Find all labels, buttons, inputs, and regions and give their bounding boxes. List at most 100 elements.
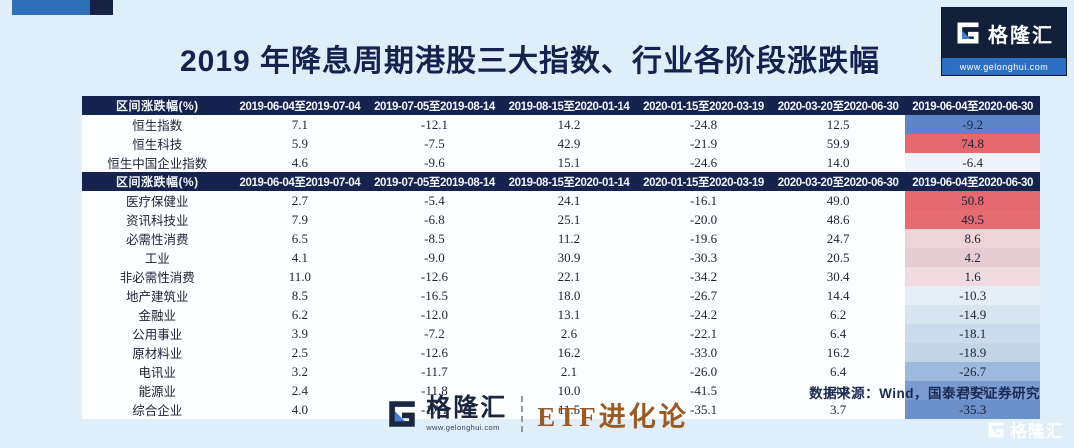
page-title: 2019 年降息周期港股三大指数、行业各阶段涨跌幅 <box>179 45 881 78</box>
value-cell: 3.2 <box>232 362 368 381</box>
value-cell: -9.6 <box>367 153 502 172</box>
table-row: 公用事业 3.9 -7.2 2.6 -22.1 6.4 -18.1 <box>82 324 1040 343</box>
value-cell: 2.7 <box>232 191 368 210</box>
table-corner-label: 区间涨跌幅(%) <box>82 96 233 115</box>
total-heat-cell: -35.3 <box>905 400 1040 419</box>
value-cell: 6.4 <box>770 362 906 381</box>
table-row: 医疗保健业 2.7 -5.4 24.1 -16.1 49.0 50.8 <box>82 191 1040 210</box>
table-row: 工业 4.1 -9.0 30.9 -30.3 20.5 4.2 <box>82 248 1040 267</box>
total-heat-cell: -10.3 <box>905 286 1040 305</box>
total-heat-cell: -18.1 <box>905 324 1040 343</box>
value-cell: 2.5 <box>232 343 368 362</box>
value-cell: 18.0 <box>501 286 637 305</box>
value-cell: 11.0 <box>232 267 368 286</box>
value-cell: -24.2 <box>636 305 771 324</box>
total-heat-cell: -26.7 <box>905 362 1040 381</box>
table-row: 资讯科技业 7.9 -6.8 25.1 -20.0 48.6 49.5 <box>82 210 1040 229</box>
watermark-brand-name: 格隆汇 <box>1010 422 1064 441</box>
column-header: 2019-06-04至2020-06-30 <box>905 96 1040 115</box>
value-cell: -11.8 <box>367 381 502 400</box>
row-label: 恒生中国企业指数 <box>82 153 233 172</box>
value-cell: 2.4 <box>232 381 368 400</box>
row-label: 原材料业 <box>82 343 233 362</box>
table-row: 能源业 2.4 -11.8 10.0 -41.5 14.8 -33.3 <box>82 381 1040 400</box>
footer-divider <box>521 396 524 432</box>
total-heat-cell: 8.6 <box>905 229 1040 248</box>
total-heat-cell: 49.5 <box>905 210 1040 229</box>
value-cell: -11.7 <box>367 362 502 381</box>
table-row: 恒生科技 5.9 -7.5 42.9 -21.9 59.9 74.8 <box>82 134 1040 153</box>
value-cell: 5.9 <box>232 134 368 153</box>
value-cell: 24.1 <box>501 191 637 210</box>
column-header: 2019-06-04至2020-06-30 <box>905 172 1040 191</box>
value-cell: 14.4 <box>770 286 906 305</box>
value-cell: 30.9 <box>501 248 637 267</box>
value-cell: -16.1 <box>636 191 771 210</box>
table-row: 金融业 6.2 -12.0 13.1 -24.2 6.2 -14.9 <box>82 305 1040 324</box>
value-cell: 4.1 <box>232 248 368 267</box>
total-heat-cell: 4.2 <box>905 248 1040 267</box>
total-heat-cell: -33.3 <box>905 381 1040 400</box>
value-cell: 16.2 <box>770 343 906 362</box>
gelonghui-g-icon <box>389 401 415 427</box>
value-cell: 59.9 <box>770 134 906 153</box>
value-cell: 10.0 <box>501 381 637 400</box>
total-heat-cell: -6.4 <box>905 153 1040 172</box>
value-cell: 11.5 <box>501 400 637 419</box>
value-cell: 2.1 <box>501 362 637 381</box>
value-cell: -5.4 <box>367 191 502 210</box>
value-cell: -7.5 <box>367 134 502 153</box>
column-header: 2019-08-15至2020-01-14 <box>501 96 637 115</box>
table-row: 必需性消费 6.5 -8.5 11.2 -19.6 24.7 8.6 <box>82 229 1040 248</box>
value-cell: -21.9 <box>636 134 771 153</box>
footer-brand-bar: 格隆汇 www.gelonghui.com ETF进化论 <box>0 392 1074 436</box>
value-cell: 11.2 <box>501 229 637 248</box>
value-cell: -12.1 <box>367 115 502 134</box>
value-cell: -19.6 <box>636 229 771 248</box>
value-cell: 6.2 <box>232 305 368 324</box>
value-cell: -12.6 <box>367 267 502 286</box>
index-table: 区间涨跌幅(%) 2019-06-04至2019-07-04 2019-07-05至… <box>82 96 1040 172</box>
value-cell: -26.0 <box>636 362 771 381</box>
value-cell: 6.4 <box>770 324 906 343</box>
column-header: 2019-08-15至2020-01-14 <box>501 172 637 191</box>
value-cell: 7.9 <box>232 210 368 229</box>
row-label: 资讯科技业 <box>82 210 233 229</box>
value-cell: -20.0 <box>636 210 771 229</box>
row-label: 金融业 <box>82 305 233 324</box>
corner-watermark: 格隆汇 <box>986 417 1064 442</box>
sector-table-header-row: 区间涨跌幅(%) 2019-06-04至2019-07-04 2019-07-05至… <box>82 172 1040 191</box>
value-cell: 3.7 <box>770 400 906 419</box>
row-label: 能源业 <box>82 381 233 400</box>
value-cell: -16.5 <box>367 286 502 305</box>
table-row: 恒生中国企业指数 4.6 -9.6 15.1 -24.6 14.0 -6.4 <box>82 153 1040 172</box>
total-heat-cell: 1.6 <box>905 267 1040 286</box>
value-cell: -33.0 <box>636 343 771 362</box>
tables-area: 区间涨跌幅(%) 2019-06-04至2019-07-04 2019-07-05至… <box>82 96 1040 419</box>
value-cell: -34.2 <box>636 267 771 286</box>
row-label: 地产建筑业 <box>82 286 233 305</box>
column-header: 2020-01-15至2020-03-19 <box>636 172 771 191</box>
value-cell: 2.6 <box>501 324 637 343</box>
value-cell: 25.1 <box>501 210 637 229</box>
row-label: 恒生指数 <box>82 115 233 134</box>
value-cell: 48.6 <box>770 210 906 229</box>
row-label: 非必需性消费 <box>82 267 233 286</box>
footer-brand-name: 格隆汇 <box>426 394 508 423</box>
table-row: 地产建筑业 8.5 -16.5 18.0 -26.7 14.4 -10.3 <box>82 286 1040 305</box>
row-label: 综合企业 <box>82 400 233 419</box>
column-header: 2019-06-04至2019-07-04 <box>232 172 368 191</box>
brand-url: www.gelonghui.com <box>942 58 1066 75</box>
gelonghui-g-icon <box>957 22 979 44</box>
total-heat-cell: -18.9 <box>905 343 1040 362</box>
row-label: 工业 <box>82 248 233 267</box>
value-cell: 12.5 <box>770 115 906 134</box>
value-cell: 3.9 <box>232 324 368 343</box>
value-cell: 6.5 <box>232 229 368 248</box>
value-cell: -41.5 <box>636 381 771 400</box>
total-heat-cell: 50.8 <box>905 191 1040 210</box>
total-heat-cell: -9.2 <box>905 115 1040 134</box>
column-header: 2020-01-15至2020-03-19 <box>636 96 771 115</box>
gelonghui-g-icon <box>988 422 1004 437</box>
table-row: 恒生指数 7.1 -12.1 14.2 -24.8 12.5 -9.2 <box>82 115 1040 134</box>
